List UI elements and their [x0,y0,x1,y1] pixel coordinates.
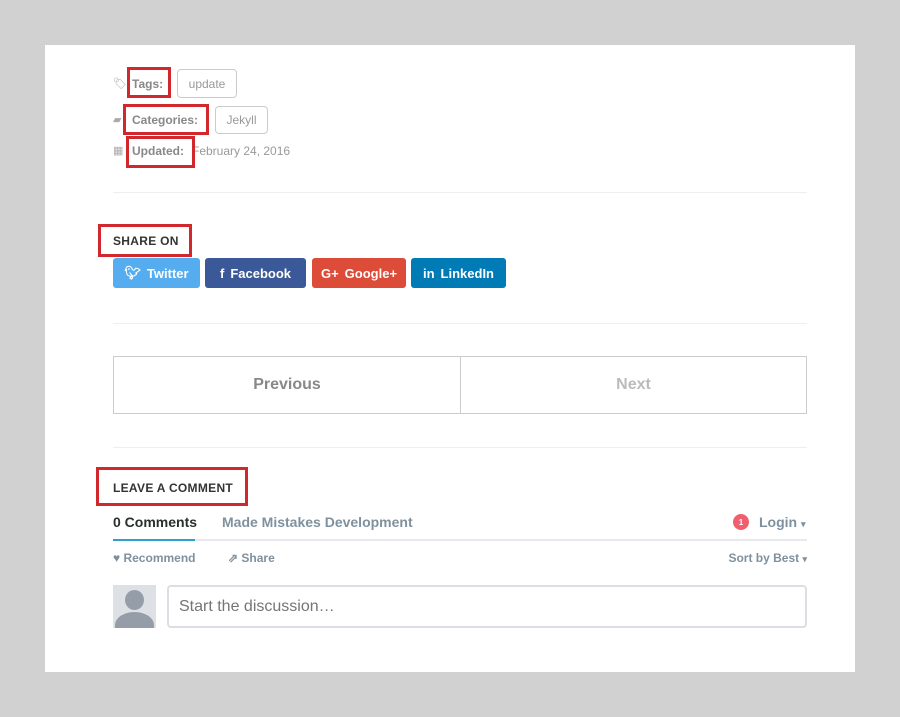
divider [113,192,807,193]
recommend-button[interactable]: ♥ Recommend [113,551,196,565]
folder-icon: ▰ [113,114,122,126]
category-jekyll[interactable]: Jekyll [215,106,268,134]
page-card [45,45,855,672]
highlight-leave-comment [96,467,248,506]
divider [113,323,807,324]
facebook-label: Facebook [230,265,292,281]
chevron-down-icon: ▾ [802,554,807,564]
avatar [113,585,156,628]
categories-label: Categories: [132,113,199,127]
chevron-down-icon: ▾ [801,519,806,529]
notification-badge[interactable]: 1 [733,514,749,530]
facebook-icon: f [219,265,225,281]
twitter-label: Twitter [146,265,189,281]
recommend-label: Recommend [123,551,196,565]
comment-input[interactable] [167,585,807,628]
tab-underline [113,539,807,541]
tab-site[interactable]: Made Mistakes Development [222,514,413,530]
active-tab-indicator [113,539,195,541]
login-dropdown[interactable]: Login ▾ [759,514,806,530]
sort-dropdown[interactable]: Sort by Best ▾ [728,551,807,565]
next-button[interactable]: Next [460,356,807,414]
google-plus-label: Google+ [344,265,398,281]
highlight-categories [123,104,209,135]
updated-date: February 24, 2016 [192,144,291,158]
tag-icon: 🏷 [113,78,127,90]
heart-icon: ♥ [113,551,121,565]
updated-label: Updated: [132,144,184,158]
login-label: Login [759,514,798,530]
share-button[interactable]: ⇗ Share [228,551,275,565]
share-twitter-button[interactable]: 🐦︎ Twitter [113,258,200,288]
highlight-tags [127,67,171,98]
tags-label: Tags: [132,77,164,91]
share-facebook-button[interactable]: f Facebook [205,258,306,288]
share-label: Share [241,551,275,565]
share-linkedin-button[interactable]: in LinkedIn [411,258,506,288]
share-heading: SHARE ON [113,234,179,248]
share-icon: ⇗ [228,551,239,565]
comment-heading: LEAVE A COMMENT [113,481,234,495]
divider [113,447,807,448]
google-plus-icon: G+ [320,265,339,281]
highlight-updated [126,136,195,168]
highlight-share-on [98,224,192,257]
previous-button[interactable]: Previous [113,356,461,414]
twitter-icon: 🐦︎ [124,265,141,280]
linkedin-label: LinkedIn [440,265,494,281]
sort-label: Sort by Best [728,551,800,565]
linkedin-icon: in [422,265,435,281]
calendar-icon: ▦ [113,145,124,157]
tab-comments[interactable]: 0 Comments [113,514,198,530]
share-google-plus-button[interactable]: G+ Google+ [312,258,406,288]
tag-update[interactable]: update [177,69,237,98]
